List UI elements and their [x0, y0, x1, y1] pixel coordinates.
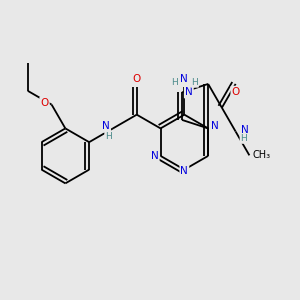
Text: O: O: [40, 98, 49, 108]
Text: O: O: [232, 87, 240, 97]
Text: H: H: [191, 78, 198, 87]
Text: N: N: [241, 124, 248, 135]
Text: H: H: [105, 132, 112, 141]
Text: N: N: [181, 166, 188, 176]
Text: H: H: [241, 134, 247, 143]
Text: N: N: [185, 87, 193, 98]
Text: N: N: [211, 122, 219, 131]
Text: N: N: [151, 151, 159, 161]
Text: O: O: [133, 74, 141, 84]
Text: N: N: [181, 74, 188, 84]
Text: CH₃: CH₃: [252, 150, 270, 160]
Text: H: H: [171, 78, 178, 87]
Text: N: N: [102, 122, 110, 131]
